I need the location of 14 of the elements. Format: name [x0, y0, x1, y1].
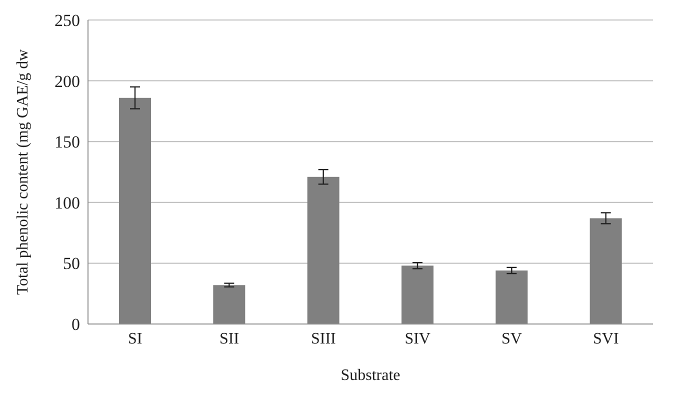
x-axis-title: Substrate — [340, 367, 400, 384]
x-tick-label: SIII — [310, 330, 336, 348]
y-tick-label: 200 — [54, 72, 80, 91]
y-tick-label: 250 — [54, 11, 80, 30]
y-axis-title: Total phenolic content (mg GAE/g dw — [14, 48, 32, 295]
y-tick-label: 50 — [63, 254, 80, 274]
y-tick-label: 100 — [54, 193, 80, 212]
x-tick-label: SIV — [404, 330, 431, 348]
y-tick-label: 150 — [54, 132, 80, 152]
x-tick-label: SV — [502, 330, 522, 348]
x-tick-label: SVI — [593, 330, 619, 348]
x-tick-label: SII — [219, 330, 240, 348]
y-tick-label: 0 — [72, 315, 80, 334]
x-tick-label: SI — [128, 330, 142, 348]
